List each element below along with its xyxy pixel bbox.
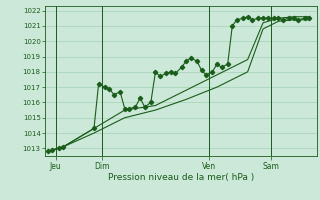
X-axis label: Pression niveau de la mer( hPa ): Pression niveau de la mer( hPa ) (108, 173, 254, 182)
